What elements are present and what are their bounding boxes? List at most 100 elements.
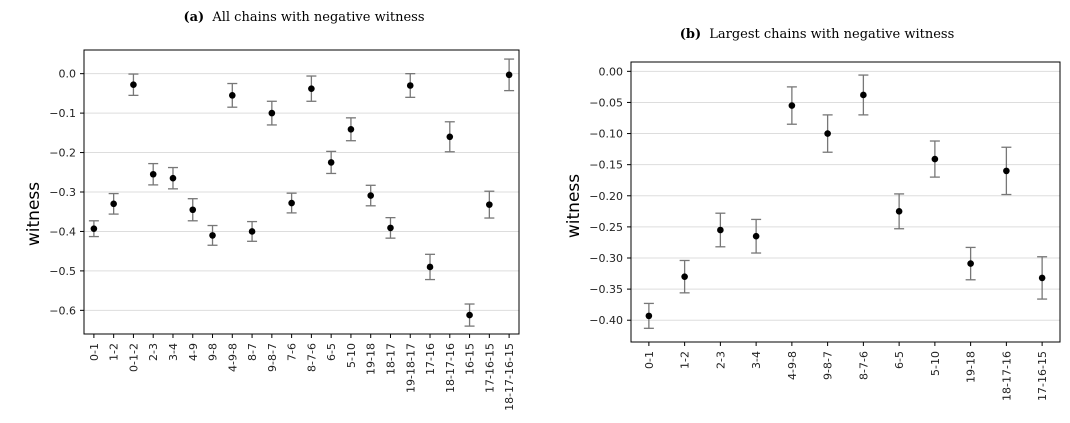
x-tick-label: 17-16 <box>424 343 437 375</box>
panel-a-title-text: All chains with negative witness <box>211 10 424 25</box>
x-tick-label: 7-6 <box>286 343 299 361</box>
y-tick-label: −0.3 <box>49 186 76 199</box>
x-tick-label: 18-17 <box>384 343 397 375</box>
panel-b-title-text: Largest chains with negative witness <box>709 27 954 42</box>
x-tick-label: 9-8-7 <box>266 343 279 372</box>
data-point <box>717 226 724 234</box>
x-tick-label: 4-9-8 <box>226 343 239 372</box>
y-tick-label: −0.2 <box>49 147 76 160</box>
x-tick-label: 0-1 <box>643 351 656 369</box>
y-tick-label: −0.15 <box>589 159 623 172</box>
panel-b-yticks: 0.00 −0.05 −0.10 −0.15 −0.20 −0.25 −0.30 −0.35 −… <box>589 65 631 327</box>
data-point <box>466 311 473 319</box>
x-tick-label: 8-7-6 <box>857 351 870 380</box>
y-tick-label: −0.5 <box>49 265 76 278</box>
x-tick-label: 8-7-6 <box>305 343 318 372</box>
x-tick-label: 6-5 <box>893 351 906 369</box>
panel-a-title: (a) All chains with negative witness <box>183 10 424 25</box>
x-tick-label: 5-10 <box>345 343 358 368</box>
y-tick-label: −0.4 <box>49 225 76 238</box>
data-point <box>308 85 315 92</box>
data-point <box>209 232 216 239</box>
x-tick-label: 5-10 <box>929 351 942 376</box>
panel-b-frame <box>630 61 1061 343</box>
x-tick-label: 19-18 <box>365 343 378 375</box>
data-point <box>327 159 335 166</box>
panel-a-marks <box>88 58 515 327</box>
y-tick-label: −0.35 <box>589 283 623 296</box>
x-tick-label: 17-16-15 <box>1036 351 1049 401</box>
y-tick-label: 0.00 <box>599 65 624 78</box>
data-point <box>895 208 903 215</box>
y-tick-label: −0.30 <box>589 252 623 265</box>
data-point <box>645 312 653 320</box>
panel-a-frame <box>83 49 520 335</box>
data-point <box>1038 274 1046 282</box>
panel-b-title: (b) Largest chains with negative witness <box>680 27 955 42</box>
panel-a-xticks: 0-1 1-2 0-1-2 2-3 3-4 4-9 9-8 4-9-8 8-7 9-8-7 7-6 8… <box>88 334 516 411</box>
data-point <box>90 225 98 232</box>
data-point <box>248 228 256 235</box>
data-point <box>347 125 355 133</box>
data-point <box>1003 167 1010 175</box>
data-point <box>149 170 157 178</box>
data-point <box>110 200 117 208</box>
data-point <box>426 263 434 271</box>
data-point <box>752 232 760 240</box>
x-tick-label: 1-2 <box>108 343 121 361</box>
data-point <box>288 199 295 207</box>
data-point <box>130 81 137 89</box>
panel-b-marks <box>643 74 1048 329</box>
x-tick-label: 3-4 <box>167 343 180 361</box>
y-tick-label: −0.05 <box>589 96 623 109</box>
y-tick-label: −0.40 <box>589 314 623 327</box>
panel-a-ylabel: witness <box>24 182 44 246</box>
data-point <box>486 201 493 208</box>
x-tick-label: 8-7 <box>246 343 259 361</box>
y-tick-label: −0.20 <box>589 190 623 203</box>
data-point <box>169 174 177 182</box>
x-tick-label: 9-8 <box>207 343 220 361</box>
panel-b-grid <box>631 70 1060 321</box>
panel-a-yticks: 0.0 −0.1 −0.2 −0.3 −0.4 −0.5 −0.6 <box>49 68 84 317</box>
data-point <box>387 224 394 232</box>
panel-b: (b) Largest chains with negative witness… <box>564 27 1061 401</box>
data-point <box>228 92 236 99</box>
data-point <box>189 206 197 214</box>
y-tick-label: 0.0 <box>59 68 77 81</box>
x-tick-label: 0-1-2 <box>127 343 140 372</box>
y-tick-label: −0.1 <box>49 107 76 120</box>
x-tick-label: 2-3 <box>147 343 160 361</box>
data-point <box>788 102 796 109</box>
x-tick-label: 9-8-7 <box>822 351 835 380</box>
data-point <box>967 260 974 267</box>
x-tick-label: 17-16-15 <box>483 343 496 393</box>
panel-b-ylabel: witness <box>564 174 584 238</box>
x-tick-label: 19-18-17 <box>404 343 417 393</box>
x-tick-label: 19-18 <box>965 351 978 383</box>
panel-a-grid <box>84 73 519 311</box>
x-tick-label: 4-9 <box>187 343 200 361</box>
data-point <box>367 192 375 199</box>
data-point <box>406 82 414 89</box>
x-tick-label: 6-5 <box>325 343 338 361</box>
panel-a-title-prefix: (a) <box>183 10 204 25</box>
x-tick-label: 18-17-16-15 <box>503 343 516 411</box>
data-point <box>268 109 276 117</box>
panel-b-xticks: 0-1 1-2 2-3 3-4 4-9-8 9-8-7 8-7-6 6-5 5-10 19-18 1… <box>643 342 1049 401</box>
data-point <box>681 273 688 280</box>
x-tick-label: 3-4 <box>750 351 763 369</box>
panel-b-title-prefix: (b) <box>680 27 701 42</box>
data-point <box>824 130 831 137</box>
y-tick-label: −0.6 <box>49 304 76 317</box>
x-tick-label: 18-17-16 <box>444 343 457 393</box>
panel-a: (a) All chains with negative witness wit… <box>24 10 520 411</box>
data-point <box>860 91 867 99</box>
x-tick-label: 0-1 <box>88 343 101 361</box>
data-point <box>505 71 513 79</box>
data-point <box>446 133 454 141</box>
x-tick-label: 1-2 <box>679 351 692 369</box>
x-tick-label: 16-15 <box>464 343 477 375</box>
y-tick-label: −0.10 <box>589 128 623 141</box>
